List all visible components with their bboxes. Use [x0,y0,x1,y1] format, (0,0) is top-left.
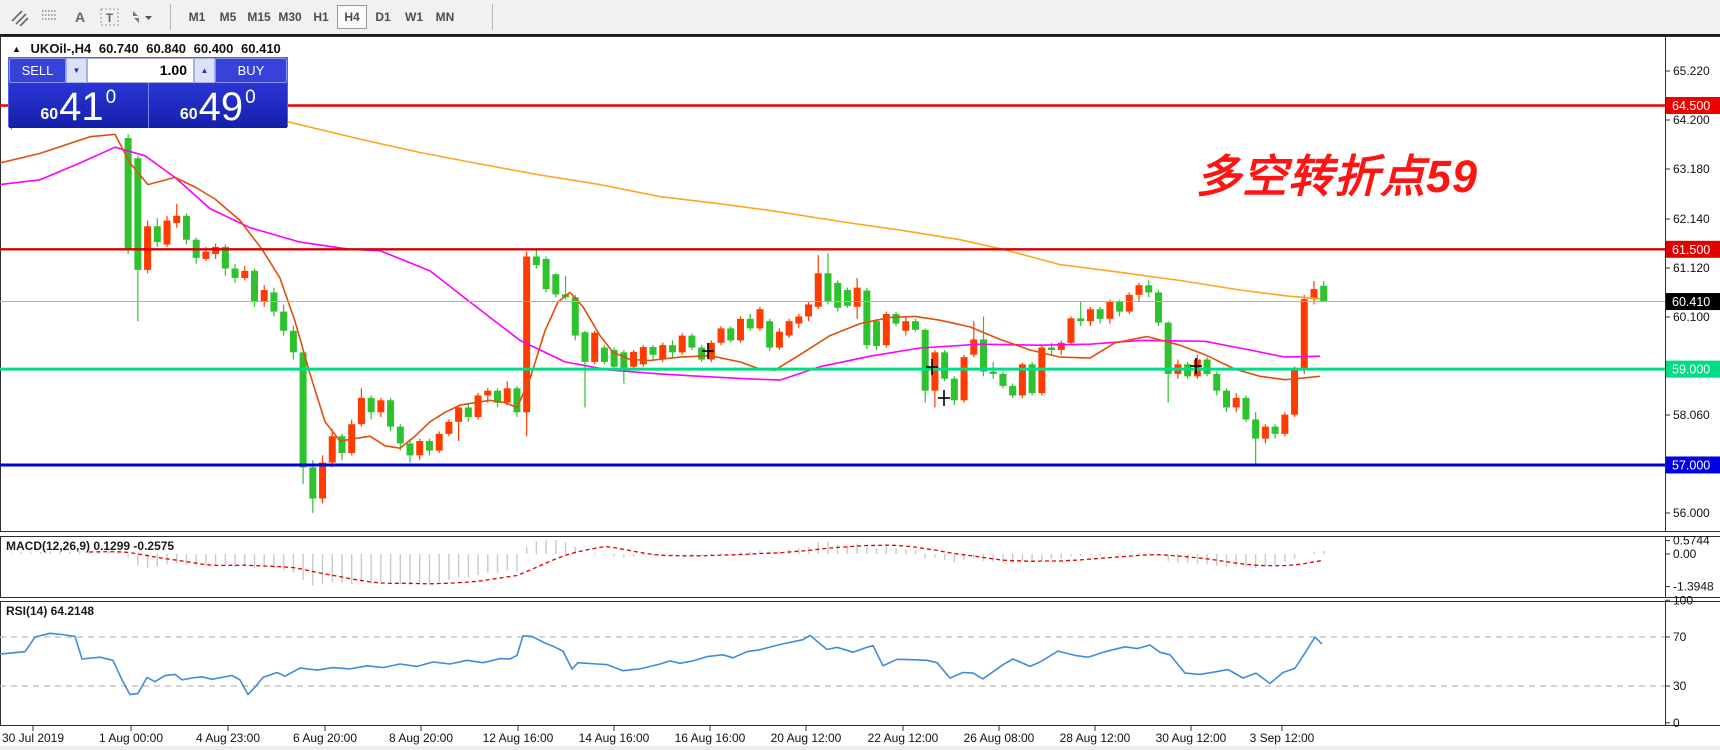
svg-text:65.220: 65.220 [1673,64,1710,78]
sell-price-handle: 60 [40,106,59,123]
toolbar: A T M1 M5 M15 M30 H1 H4 D1 W1 MN [0,0,1720,36]
svg-text:64.200: 64.200 [1673,113,1710,127]
buy-price-display[interactable]: 60 49 0 [148,83,287,129]
time-axis-label: 3 Sep 12:00 [1250,731,1315,745]
text-tool[interactable]: A [66,5,94,29]
sell-button[interactable]: SELL [9,58,66,83]
price-badge-64.500: 64.500 [1672,99,1710,113]
buy-price-point: 0 [245,87,256,108]
svg-text:70: 70 [1673,630,1687,644]
svg-text:61.120: 61.120 [1673,261,1710,275]
svg-text:0.00: 0.00 [1673,547,1697,561]
toolbar-separator [170,4,171,30]
buy-price-handle: 60 [179,106,198,123]
timeframe-button-d1[interactable]: D1 [375,10,391,24]
volume-input[interactable]: 1.00 [87,58,194,83]
price-badge-59.000: 59.000 [1672,363,1710,377]
chart-title: ▲ UKOil-,H4 60.740 60.840 60.400 60.410 [12,41,285,56]
time-axis-label: 28 Aug 12:00 [1060,731,1131,745]
svg-text:58.060: 58.060 [1673,408,1710,422]
svg-text:-1.3948: -1.3948 [1673,580,1714,594]
time-axis-label: 1 Aug 00:00 [99,731,163,745]
ohlc-low: 60.400 [193,41,234,56]
time-axis-label: 16 Aug 16:00 [675,731,746,745]
macd-indicator-label: MACD(12,26,9) 0.1299 -0.2575 [6,539,175,553]
timeframe-button-mn[interactable]: MN [435,10,455,24]
time-axis-label: 22 Aug 12:00 [868,731,939,745]
svg-text:30: 30 [1673,679,1687,693]
svg-text:T: T [106,11,114,25]
one-click-trade-panel: SELL ▼ 1.00 ▲ BUY 60 41 0 60 49 0 [8,57,288,129]
buy-price-pips: 49 [198,85,244,129]
ohlc-close: 60.410 [241,41,281,56]
time-axis-label: 20 Aug 12:00 [771,731,842,745]
ohlc-open: 60.740 [98,41,139,56]
svg-text:56.000: 56.000 [1673,506,1710,520]
price-badge-60.410: 60.410 [1672,295,1710,309]
symbol-period: UKOil-,H4 [30,41,92,56]
price-badge-61.500: 61.500 [1672,243,1710,257]
time-axis-label: 30 Aug 12:00 [1156,731,1227,745]
timeframe-button-m1[interactable]: M1 [188,10,206,24]
svg-text:60.100: 60.100 [1673,310,1710,324]
svg-text:62.140: 62.140 [1673,212,1710,226]
timeframe-button-m15[interactable]: M15 [247,10,271,24]
svg-text:A: A [75,9,85,25]
time-axis-label: 12 Aug 16:00 [483,731,554,745]
svg-text:100: 100 [1673,593,1693,607]
timeframe-button-h4[interactable]: H4 [337,5,367,29]
volume-decrease-button[interactable]: ▼ [66,58,87,83]
volume-increase-button[interactable]: ▲ [194,58,215,83]
sell-price-display[interactable]: 60 41 0 [9,83,149,128]
label-tool[interactable]: T [96,5,124,29]
time-axis-label: 26 Aug 08:00 [964,731,1035,745]
toolbar-separator [492,4,493,30]
sell-price-point: 0 [105,87,117,108]
timeframe-button-m5[interactable]: M5 [219,10,237,24]
timeframe-button-h1[interactable]: H1 [313,10,329,24]
channels-tool[interactable] [6,5,34,29]
rsi-indicator-label: RSI(14) 64.2148 [6,604,95,618]
arrows-tool[interactable] [126,5,154,29]
timeframe-button-w1[interactable]: W1 [405,10,423,24]
fibonacci-tool[interactable] [36,5,64,29]
collapse-triangle-icon[interactable]: ▲ [12,44,21,54]
svg-text:0: 0 [1673,716,1680,730]
time-axis-label: 30 Jul 2019 [2,731,64,745]
svg-text:63.180: 63.180 [1673,162,1710,176]
time-axis-label: 14 Aug 16:00 [579,731,650,745]
timeframe-button-m30[interactable]: M30 [278,10,302,24]
price-badge-57.000: 57.000 [1672,458,1710,472]
ohlc-high: 60.840 [146,41,186,56]
time-axis-label: 4 Aug 23:00 [196,731,260,745]
time-axis-label: 6 Aug 20:00 [293,731,357,745]
chart-text-annotation: 多空转折点59 [1196,151,1479,202]
time-axis-label: 8 Aug 20:00 [389,731,453,745]
buy-button[interactable]: BUY [215,58,287,83]
svg-text:0.5744: 0.5744 [1673,534,1710,548]
sell-price-pips: 41 [59,85,104,129]
